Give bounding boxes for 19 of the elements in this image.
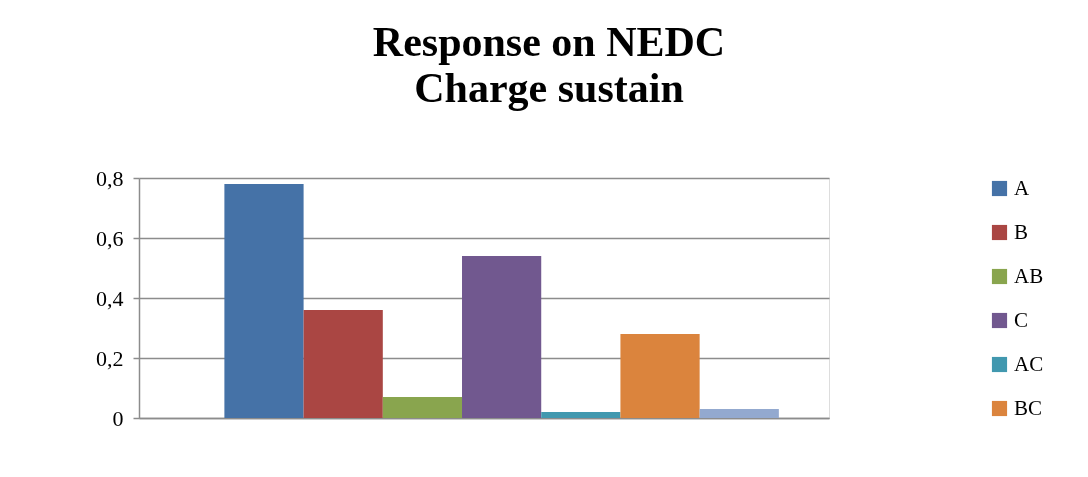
legend-label: C: [1014, 307, 1029, 332]
legend-label: AC: [1014, 351, 1044, 376]
bar: [224, 184, 304, 418]
bar: [462, 256, 542, 418]
y-tick-label: 0: [112, 405, 124, 431]
legend-label: B: [1014, 219, 1029, 244]
bar: [699, 409, 779, 418]
y-tick-label: 0,6: [96, 225, 124, 251]
bar: [303, 310, 383, 418]
y-tick-label: 0,4: [96, 285, 124, 311]
bar: [620, 334, 700, 418]
bar: [382, 397, 463, 418]
y-tick-label: 0,8: [96, 165, 124, 191]
chart-title: Response on NEDC Charge sustain: [372, 19, 726, 111]
legend-label: BC: [1014, 395, 1043, 420]
bar: [541, 412, 621, 418]
legend-label: AB: [1014, 263, 1044, 288]
y-tick-label: 0,2: [96, 345, 124, 371]
legend-label: A: [1014, 175, 1030, 200]
